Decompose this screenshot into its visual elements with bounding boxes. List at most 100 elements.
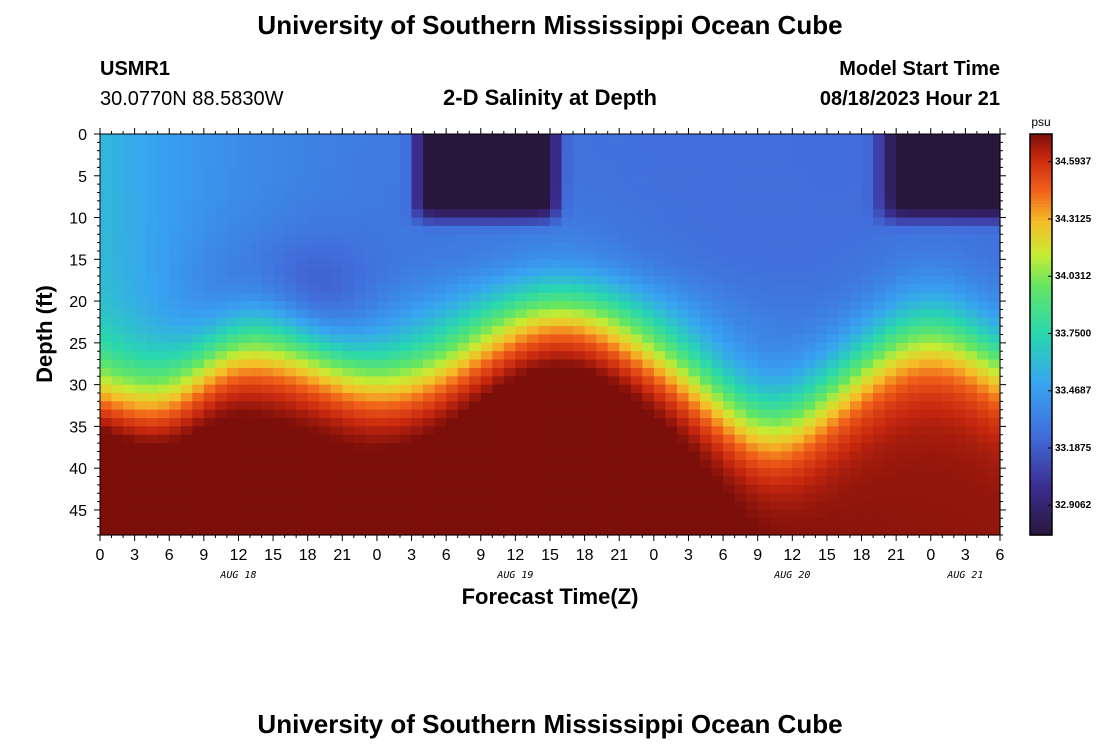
heatmap-cell — [850, 225, 863, 235]
heatmap-cell — [792, 459, 805, 469]
heatmap-cell — [976, 134, 990, 143]
heatmap-cell — [203, 376, 216, 386]
heatmap-cell — [457, 134, 470, 143]
heatmap-cell — [388, 284, 401, 294]
heatmap-cell — [538, 276, 551, 285]
heatmap-cell — [423, 509, 436, 519]
heatmap-cell — [676, 526, 690, 536]
heatmap-cell — [342, 493, 355, 503]
heatmap-cell — [757, 209, 770, 219]
heatmap-cell — [434, 359, 447, 369]
heatmap-cell — [584, 392, 597, 402]
heatmap-cell — [157, 526, 170, 536]
heatmap-cell — [873, 159, 886, 169]
heatmap-cell — [226, 209, 240, 219]
heatmap-cell — [192, 259, 205, 269]
heatmap-cell — [319, 259, 332, 269]
heatmap-cell — [400, 476, 413, 486]
heatmap-cell — [861, 392, 874, 402]
heatmap-cell — [746, 351, 759, 361]
heatmap-cell — [434, 367, 447, 377]
x-tick-label: 21 — [333, 547, 351, 564]
heatmap-cell — [688, 175, 701, 185]
heatmap-cell — [492, 451, 505, 461]
heatmap-cell — [400, 526, 413, 536]
heatmap-cell — [538, 267, 551, 277]
heatmap-cell — [896, 142, 909, 152]
heatmap-cell — [434, 301, 447, 311]
heatmap-cell — [203, 367, 216, 377]
heatmap-cell — [480, 292, 493, 302]
heatmap-cell — [723, 225, 736, 235]
heatmap-cell — [861, 334, 874, 344]
heatmap-cell — [769, 209, 782, 219]
heatmap-cell — [261, 317, 274, 327]
heatmap-cell — [446, 167, 459, 177]
heatmap-cell — [619, 276, 632, 285]
heatmap-cell — [169, 418, 182, 427]
heatmap-cell — [700, 493, 713, 503]
heatmap-cell — [561, 501, 574, 511]
heatmap-cell — [676, 242, 690, 252]
heatmap-cell — [838, 292, 851, 302]
heatmap-cell — [873, 225, 886, 235]
heatmap-cell — [376, 309, 390, 319]
heatmap-cell — [515, 451, 528, 461]
heatmap-cell — [330, 484, 343, 494]
heatmap-cell — [757, 418, 770, 427]
heatmap-cell — [665, 493, 678, 503]
heatmap-cell — [573, 493, 586, 503]
heatmap-cell — [838, 167, 851, 177]
heatmap-cell — [261, 342, 274, 352]
heatmap-cell — [538, 434, 551, 444]
heatmap-cell — [203, 150, 216, 160]
heatmap-cell — [203, 501, 216, 511]
heatmap-cell — [861, 401, 874, 411]
heatmap-cell — [503, 426, 516, 436]
heatmap-cell — [630, 342, 643, 352]
heatmap-cell — [111, 409, 124, 419]
heatmap-cell — [965, 184, 978, 194]
heatmap-cell — [630, 225, 643, 235]
heatmap-cell — [907, 426, 920, 436]
heatmap-cell — [284, 409, 297, 419]
heatmap-cell — [376, 242, 390, 252]
colorbar-segment — [1030, 408, 1052, 412]
heatmap-cell — [492, 392, 505, 402]
heatmap-cell — [226, 342, 240, 352]
heatmap-cell — [838, 326, 851, 336]
heatmap-cell — [515, 159, 528, 169]
heatmap-cell — [526, 376, 540, 386]
heatmap-cell — [250, 334, 263, 344]
heatmap-cell — [400, 484, 413, 494]
heatmap-cell — [215, 234, 228, 244]
heatmap-cell — [538, 259, 551, 269]
heatmap-cell — [630, 309, 643, 319]
heatmap-cell — [896, 434, 909, 444]
heatmap-cell — [861, 426, 874, 436]
heatmap-cell — [815, 518, 828, 528]
heatmap-cell — [526, 351, 540, 361]
heatmap-cell — [930, 234, 943, 244]
heatmap-cell — [515, 175, 528, 185]
heatmap-cell — [769, 334, 782, 344]
heatmap-cell — [723, 342, 736, 352]
heatmap-cell — [896, 276, 909, 285]
heatmap-cell — [284, 359, 297, 369]
heatmap-cell — [134, 434, 147, 444]
heatmap-cell — [388, 367, 401, 377]
heatmap-cell — [700, 259, 713, 269]
heatmap-cell — [469, 426, 482, 436]
heatmap-cell — [746, 259, 759, 269]
heatmap-cell — [538, 401, 551, 411]
heatmap-cell — [388, 401, 401, 411]
heatmap-cell — [250, 225, 263, 235]
heatmap-cell — [480, 459, 493, 469]
heatmap-cell — [642, 459, 655, 469]
heatmap-cell — [100, 309, 113, 319]
heatmap-cell — [988, 384, 1001, 394]
heatmap-cell — [111, 459, 124, 469]
heatmap-cell — [296, 209, 309, 219]
heatmap-cell — [411, 342, 424, 352]
heatmap-cell — [100, 509, 113, 519]
